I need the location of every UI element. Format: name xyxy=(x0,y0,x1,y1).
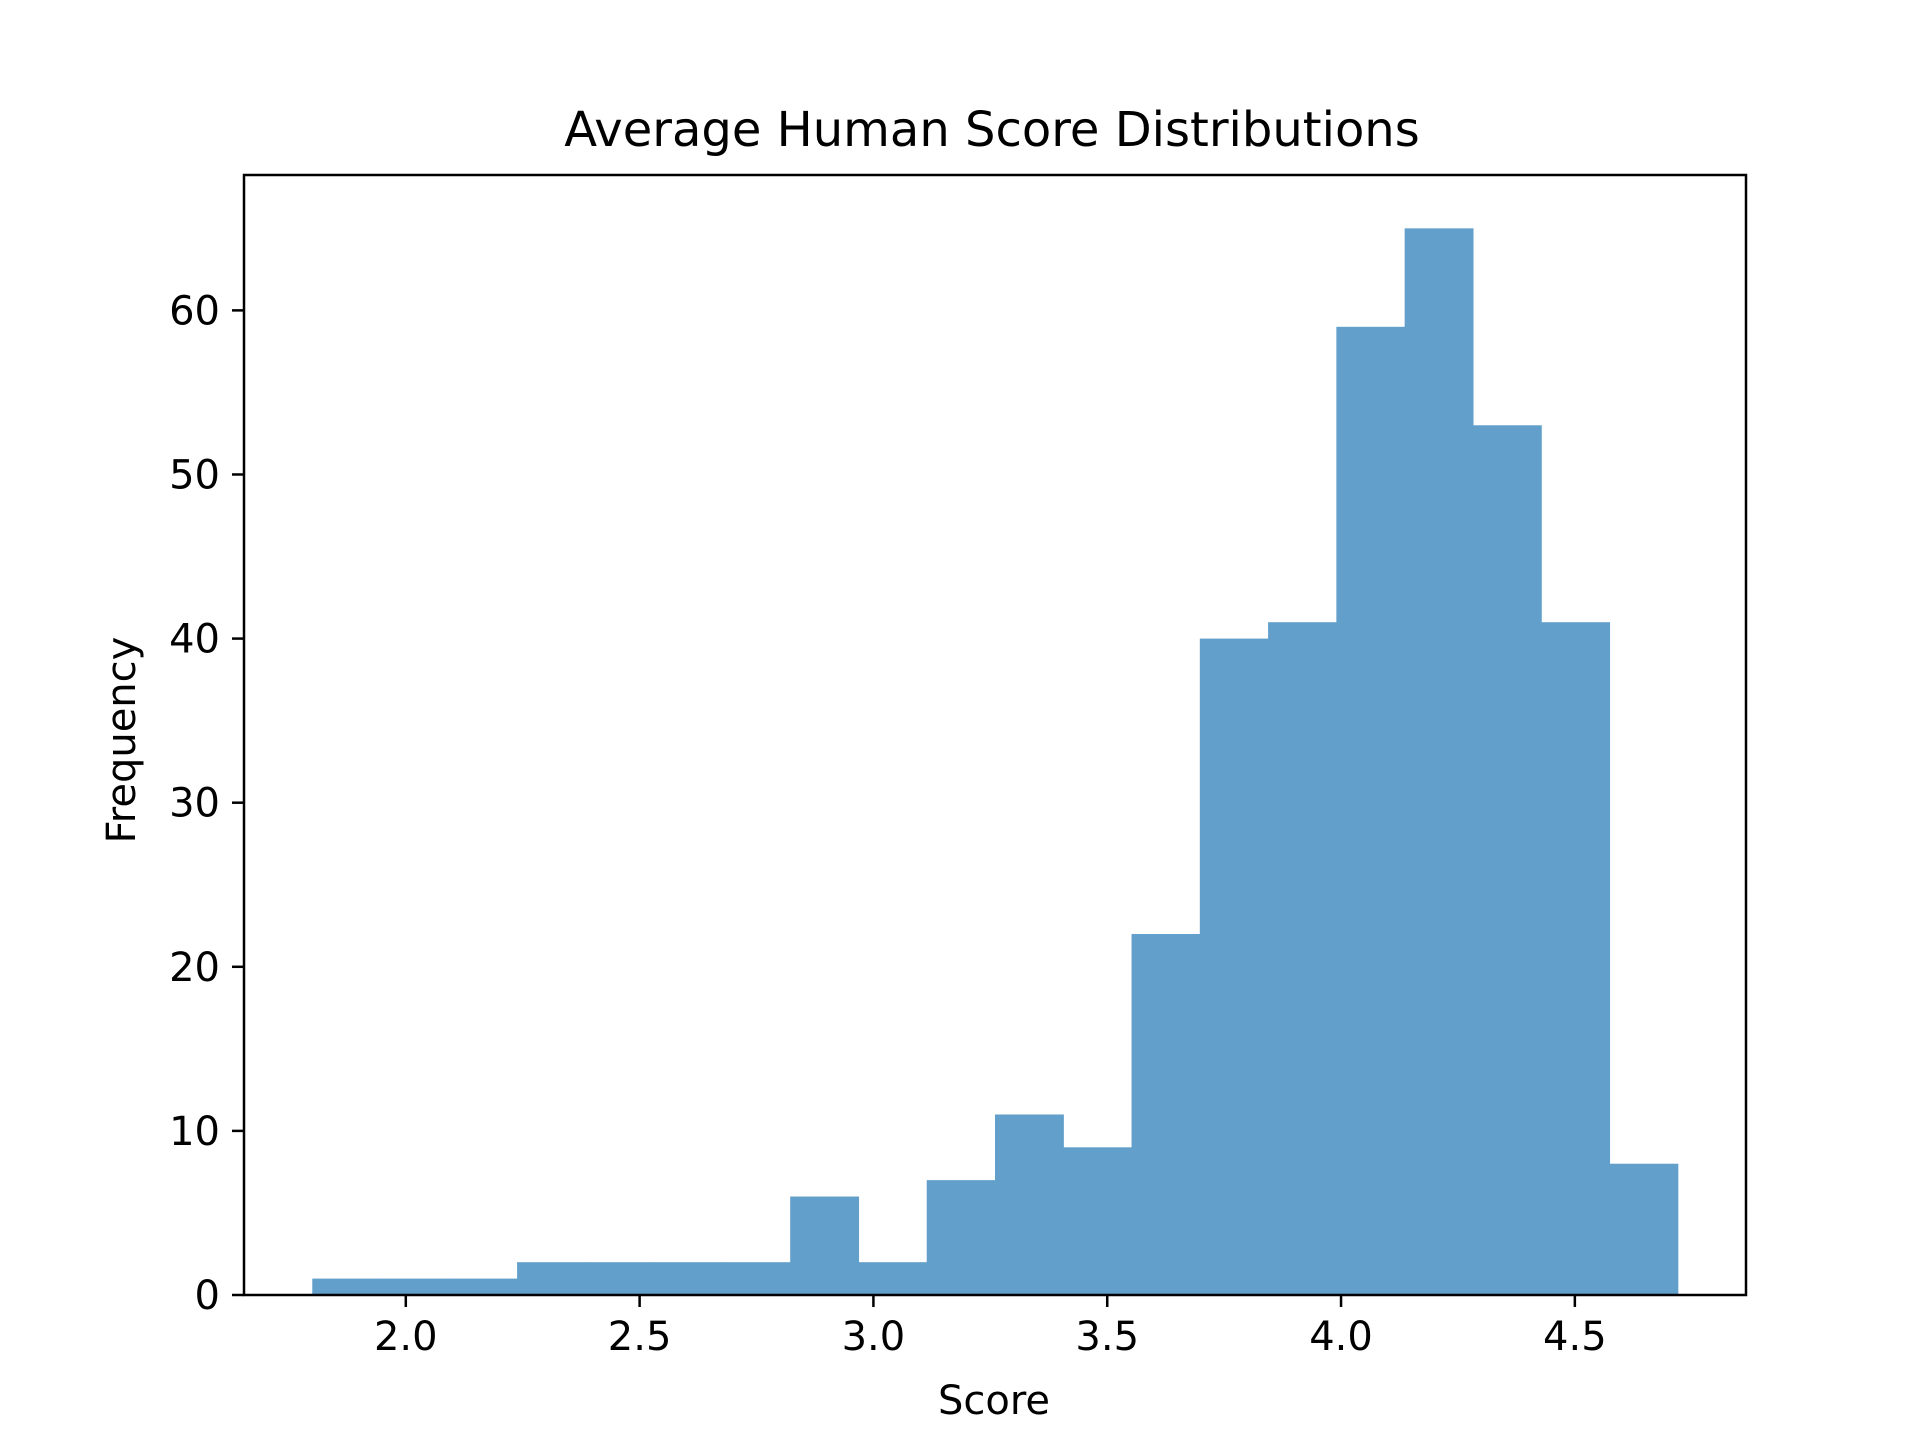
histogram-bar xyxy=(1472,425,1542,1295)
histogram-bar xyxy=(1609,1163,1679,1295)
histogram-bar xyxy=(1336,326,1406,1295)
histogram-bar xyxy=(858,1262,928,1295)
histogram-bar xyxy=(721,1262,791,1295)
chart-title: Average Human Score Distributions xyxy=(564,102,1419,158)
x-axis-label: Score xyxy=(938,1378,1050,1424)
y-tick-label: 0 xyxy=(195,1273,220,1319)
x-tick-label: 4.5 xyxy=(1543,1314,1607,1360)
y-tick-label: 60 xyxy=(169,288,220,334)
histogram-bar xyxy=(585,1262,655,1295)
y-tick-label: 10 xyxy=(169,1109,220,1155)
histogram-bar xyxy=(448,1278,518,1295)
histogram-bar xyxy=(1199,638,1269,1295)
plot-frame xyxy=(242,173,1748,1297)
y-tick-label: 40 xyxy=(169,617,220,663)
histogram-bar xyxy=(380,1278,450,1295)
histogram-bar xyxy=(995,1114,1064,1295)
histogram-bar xyxy=(1131,933,1201,1295)
histogram-bar xyxy=(1063,1147,1133,1295)
y-tick-label: 50 xyxy=(169,452,220,498)
x-tick-label: 3.0 xyxy=(842,1314,906,1360)
histogram-bar xyxy=(1404,228,1474,1295)
histogram-bar xyxy=(653,1262,723,1295)
x-tick-label: 2.0 xyxy=(374,1314,438,1360)
y-axis-label: Frequency xyxy=(99,637,145,844)
x-tick-label: 4.0 xyxy=(1309,1314,1373,1360)
y-axis-ticks: 0 10 20 30 40 50 60 xyxy=(169,288,244,1319)
x-tick-label: 3.5 xyxy=(1075,1314,1139,1360)
y-tick-label: 20 xyxy=(169,945,220,991)
x-axis-ticks: 2.0 2.5 3.0 3.5 4.0 4.5 xyxy=(374,1295,1607,1360)
histogram-bar xyxy=(1268,622,1337,1295)
bars-layer xyxy=(312,228,1679,1295)
histogram-bar xyxy=(1541,622,1611,1295)
histogram-bar xyxy=(517,1262,586,1295)
histogram-bar xyxy=(926,1180,996,1295)
x-tick-label: 2.5 xyxy=(608,1314,672,1360)
histogram-bar xyxy=(790,1196,860,1295)
y-tick-label: 30 xyxy=(169,781,220,827)
histogram-bar xyxy=(312,1278,382,1295)
